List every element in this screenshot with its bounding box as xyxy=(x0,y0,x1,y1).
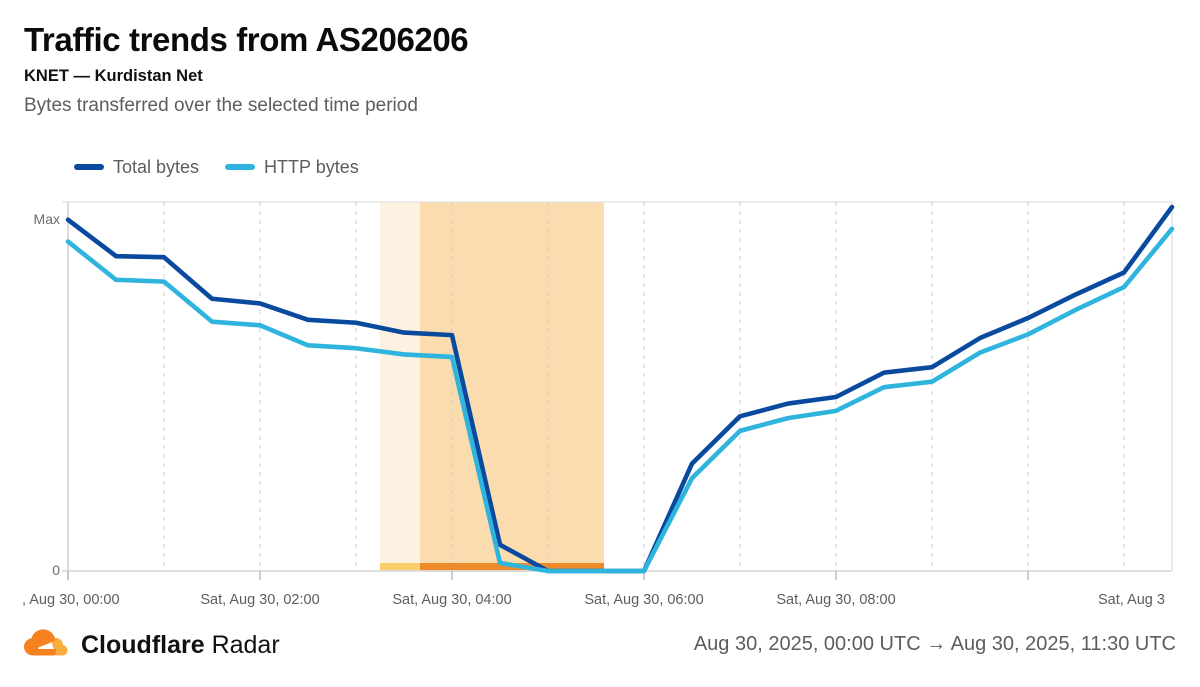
brand-name-bold: Cloudflare xyxy=(81,631,205,659)
chart-footer: Cloudflare Radar Aug 30, 2025, 00:00 UTC… xyxy=(0,620,1200,687)
partial-outage-baseline-strip xyxy=(380,563,420,570)
series-line-total-bytes xyxy=(65,204,1175,574)
x-axis-tick-label: Sat, Aug 30, 04:00 xyxy=(392,592,512,608)
chart-legend: Total bytes HTTP bytes xyxy=(74,158,359,176)
outage-band xyxy=(420,202,604,571)
page-title: Traffic trends from AS206206 xyxy=(24,21,469,58)
legend-label-total-bytes: Total bytes xyxy=(113,157,200,177)
chart-header: Traffic trends from AS206206 KNET — Kurd… xyxy=(24,21,1174,118)
y-axis-tick-zero: 0 xyxy=(52,562,60,578)
x-axis-tick-label: Sat, Aug 30, 08:00 xyxy=(776,592,896,608)
partial-outage-band xyxy=(380,202,420,571)
asn-subtitle: KNET — Kurdistan Net xyxy=(24,67,203,86)
cloudflare-radar-brand[interactable]: Cloudflare Radar xyxy=(24,628,280,663)
x-axis-tick-label: Sat, Aug 3 xyxy=(1098,592,1165,608)
legend-swatch-total-bytes xyxy=(74,164,104,170)
chart-description: Bytes transferred over the selected time… xyxy=(24,95,418,117)
brand-name-light: Radar xyxy=(204,631,280,659)
outage-baseline-strip xyxy=(420,563,604,570)
cloudflare-cloud-icon xyxy=(24,628,68,663)
legend-swatch-http-bytes xyxy=(225,164,256,170)
series-line-http-bytes xyxy=(65,226,1175,574)
x-axis-tick-label: Sat, Aug 30, 02:00 xyxy=(200,592,320,608)
legend-label-http-bytes: HTTP bytes xyxy=(264,157,359,177)
x-axis-tick-label: , Aug 30, 00:00 xyxy=(22,592,120,608)
x-axis-tick-label: Sat, Aug 30, 06:00 xyxy=(584,592,704,608)
date-range-label: Aug 30, 2025, 00:00 UTC → Aug 30, 2025, … xyxy=(693,633,1176,655)
brand-text: Cloudflare Radar xyxy=(81,633,280,658)
legend-item-total-bytes[interactable]: Total bytes xyxy=(74,158,199,176)
legend-item-http-bytes[interactable]: HTTP bytes xyxy=(225,158,359,176)
y-axis-tick-max: Max xyxy=(33,211,60,227)
